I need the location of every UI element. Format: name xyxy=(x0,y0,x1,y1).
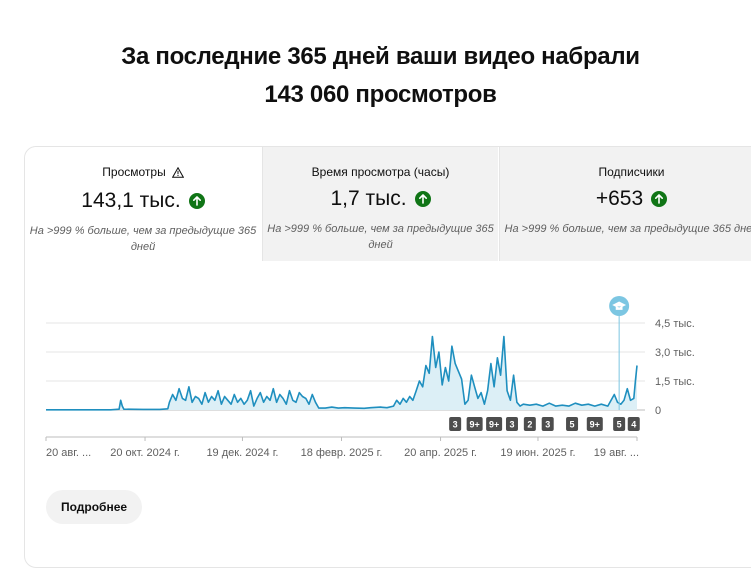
tab-subscribers-note: На >999 % больше, чем за предыдущие 365 … xyxy=(504,223,751,235)
headline-line-1: За последние 365 дней ваши видео набрали xyxy=(121,43,640,70)
graduation-cap-glyph xyxy=(612,301,627,310)
y-tick-label: 4,5 тыс. xyxy=(655,318,695,330)
annotation-badge-label: 4 xyxy=(631,420,636,430)
annotation-badge[interactable] xyxy=(449,417,462,431)
tab-views-value: 143,1 тыс. xyxy=(81,189,181,212)
x-tick-label: 20 авг. ... xyxy=(46,447,91,459)
annotation-badge-label: 5 xyxy=(570,420,575,430)
views-chart[interactable]: 4,5 тыс.3,0 тыс.1,5 тыс.03 9+ 9+ 3 2 3 5 9+ 5 420… xyxy=(0,0,751,480)
x-tick-label: 19 июн. 2025 г. xyxy=(500,447,575,459)
tab-views-label: Просмотры xyxy=(102,165,166,179)
tab-watch-time[interactable]: Время просмотра (часы) 1,7 тыс. На >999 … xyxy=(262,147,498,261)
annotation-badge[interactable] xyxy=(466,417,483,431)
arrow-up-circle-icon xyxy=(414,191,431,207)
series-area xyxy=(46,336,637,410)
annotation-badge[interactable] xyxy=(505,417,518,431)
annotation-badge-label: 3 xyxy=(545,420,550,430)
annotation-badge-label: 9+ xyxy=(590,420,600,430)
x-tick-label: 19 авг. ... xyxy=(594,447,639,459)
annotation-badge-label: 9+ xyxy=(470,420,480,430)
annotation-badge-label: 3 xyxy=(453,420,458,430)
tab-watch-time-label: Время просмотра (часы) xyxy=(311,165,450,179)
more-details-button[interactable]: Подробнее xyxy=(46,490,142,524)
y-tick-label: 0 xyxy=(655,405,661,417)
arrow-up-circle-icon xyxy=(188,193,205,209)
x-tick-label: 20 окт. 2024 г. xyxy=(110,447,180,459)
annotation-badge[interactable] xyxy=(613,417,626,431)
headline-line-2: 143 060 просмотров xyxy=(264,81,497,108)
annotation-badge[interactable] xyxy=(566,417,579,431)
series-line xyxy=(45,335,638,411)
annotation-badge[interactable] xyxy=(586,417,603,431)
analytics-card: Просмотры 143,1 тыс. На >999 % больше, ч… xyxy=(24,146,751,568)
tab-views-note: На >999 % больше, чем за предыдущие 365 … xyxy=(29,225,257,253)
annotation-badge[interactable] xyxy=(541,417,554,431)
tab-views[interactable]: Просмотры 143,1 тыс. На >999 % больше, ч… xyxy=(25,147,261,261)
y-tick-label: 1,5 тыс. xyxy=(655,376,695,388)
tab-watch-time-note: На >999 % больше, чем за предыдущие 365 … xyxy=(267,223,494,251)
page-headline: За последние 365 дней ваши видео набрали… xyxy=(0,38,751,114)
x-tick-label: 18 февр. 2025 г. xyxy=(301,447,383,459)
annotation-badge[interactable] xyxy=(523,417,536,431)
warning-icon[interactable] xyxy=(171,166,184,181)
tab-subscribers[interactable]: Подписчики +653 На >999 % больше, чем за… xyxy=(499,147,751,261)
arrow-up-circle-icon xyxy=(651,191,668,207)
annotation-badge[interactable] xyxy=(486,417,503,431)
annotation-badge[interactable] xyxy=(627,417,640,431)
annotation-badge-label: 9+ xyxy=(489,420,499,430)
tab-subscribers-label: Подписчики xyxy=(598,165,665,179)
y-tick-label: 3,0 тыс. xyxy=(655,347,695,359)
annotation-badge-label: 2 xyxy=(527,420,532,430)
annotation-badge-label: 5 xyxy=(617,420,622,430)
x-tick-label: 20 апр. 2025 г. xyxy=(404,447,477,459)
tab-watch-time-value: 1,7 тыс. xyxy=(330,187,407,210)
tab-subscribers-value: +653 xyxy=(595,187,644,210)
x-tick-label: 19 дек. 2024 г. xyxy=(206,447,278,459)
metric-tabs: Просмотры 143,1 тыс. На >999 % больше, ч… xyxy=(25,147,751,261)
annotation-badge-label: 3 xyxy=(509,420,514,430)
